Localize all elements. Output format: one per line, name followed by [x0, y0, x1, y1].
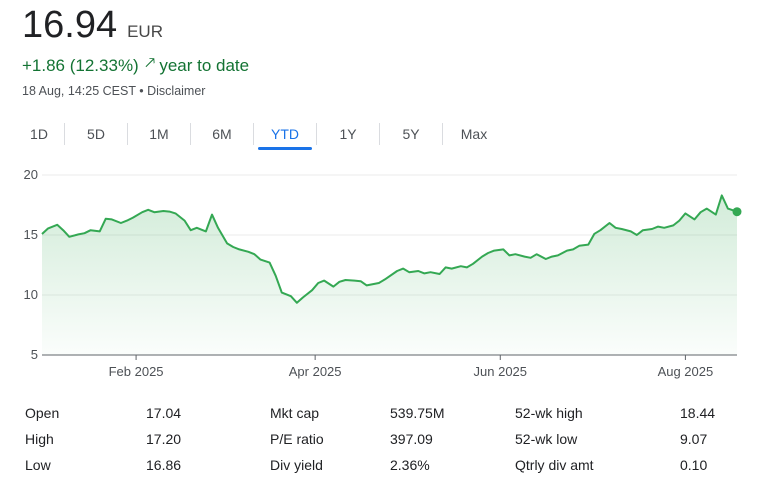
tab-divider: [64, 123, 65, 145]
stat-value: 16.86: [146, 457, 182, 473]
tab-divider: [253, 123, 254, 145]
tab-divider: [190, 123, 191, 145]
y-tick-label: 15: [24, 227, 38, 242]
tab-divider: [379, 123, 380, 145]
tab-5d[interactable]: 5D: [87, 126, 105, 142]
quote-meta: 18 Aug, 14:25 CEST • Disclaimer: [22, 84, 205, 98]
stat-value: 17.04: [146, 405, 182, 421]
stat-label: Low: [25, 457, 51, 473]
last-price-point: [732, 207, 742, 217]
current-price: 16.94: [22, 4, 118, 46]
tab-divider: [316, 123, 317, 145]
tab-6m[interactable]: 6M: [212, 126, 232, 142]
stat-value: 18.44: [680, 405, 716, 421]
price-line: [41, 194, 738, 304]
price-area: [42, 195, 737, 355]
stat-value: 539.75M: [390, 405, 445, 421]
stat-label: 52-wk low: [515, 431, 578, 447]
price-chart[interactable]: 5 10 15 20 Feb 2025 Apr 2025 Jun 2025 Aug 2025: [0, 160, 762, 385]
tab-max[interactable]: Max: [460, 126, 488, 142]
x-tick-label: Jun 2025: [474, 364, 528, 379]
x-tick-label: Feb 2025: [109, 364, 164, 379]
timestamp: 18 Aug, 14:25 CEST: [22, 84, 136, 98]
x-tick-label: Apr 2025: [289, 364, 342, 379]
stat-value: 0.10: [680, 457, 708, 473]
stat-label: Div yield: [270, 457, 323, 473]
tab-divider: [442, 123, 443, 145]
disclaimer-link[interactable]: Disclaimer: [147, 84, 206, 98]
price-change: +1.86 (12.33%) 🡕 year to date: [22, 52, 249, 79]
price-header: 16.94 EUR: [22, 4, 163, 47]
currency-label: EUR: [127, 22, 163, 41]
stat-value: 9.07: [680, 431, 708, 447]
change-value: +1.86 (12.33%): [22, 55, 139, 75]
tab-1m[interactable]: 1M: [149, 126, 169, 142]
range-tabs: 1D 5D 1M 6M YTD 1Y 5Y Max: [14, 120, 505, 150]
stat-label: Open: [25, 405, 60, 421]
tab-ytd[interactable]: YTD: [254, 120, 316, 150]
stat-label: High: [25, 431, 54, 447]
y-tick-label: 20: [24, 167, 38, 182]
change-period: year to date: [159, 55, 250, 75]
stat-label: Qtrly div amt: [515, 457, 594, 473]
stat-label: P/E ratio: [270, 431, 324, 447]
stat-label: 52-wk high: [515, 405, 583, 421]
tab-5y[interactable]: 5Y: [402, 126, 420, 142]
tab-1d[interactable]: 1D: [30, 126, 48, 142]
tab-1y[interactable]: 1Y: [339, 126, 357, 142]
x-tick-label: Aug 2025: [658, 364, 714, 379]
stat-value: 2.36%: [390, 457, 430, 473]
meta-separator: •: [139, 84, 144, 98]
arrow-up-icon: 🡕: [144, 55, 156, 72]
stat-value: 397.09: [390, 431, 433, 447]
y-axis: 5 10 15 20: [24, 167, 38, 362]
stat-label: Mkt cap: [270, 405, 320, 421]
y-tick-label: 10: [24, 287, 38, 302]
stat-value: 17.20: [146, 431, 182, 447]
tab-divider: [127, 123, 128, 145]
x-axis: Feb 2025 Apr 2025 Jun 2025 Aug 2025: [109, 355, 714, 379]
y-tick-label: 5: [31, 347, 38, 362]
